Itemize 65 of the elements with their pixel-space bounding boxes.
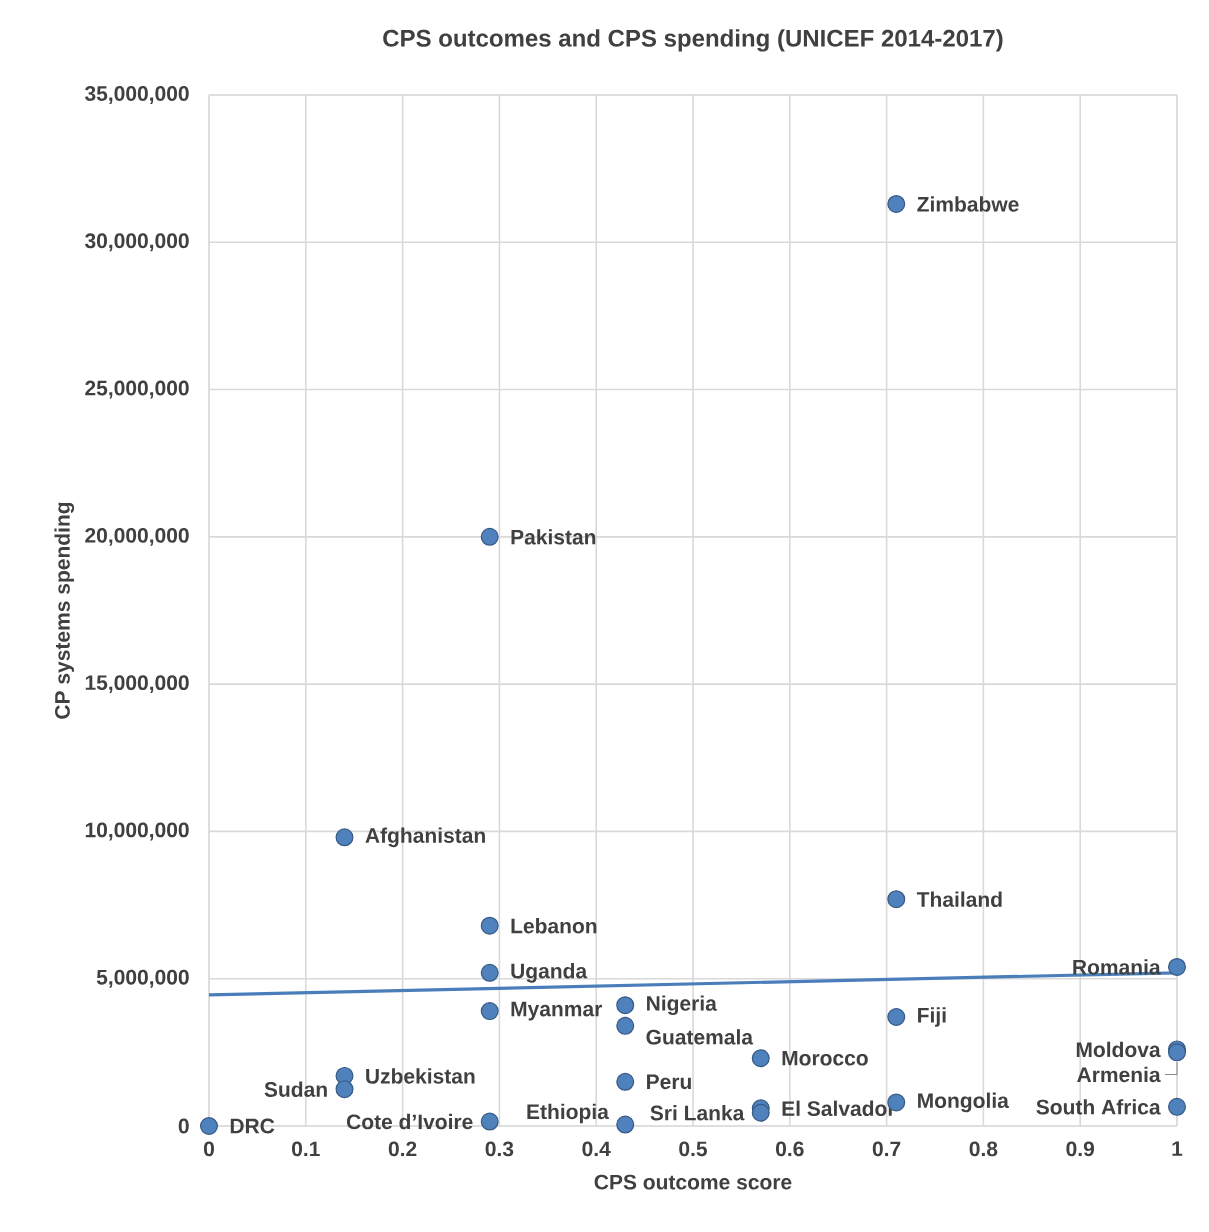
annotation: Myanmar [511, 1001, 602, 1021]
point [616, 1115, 635, 1134]
point [616, 1016, 635, 1035]
y-tick-label: 20,000,000 [85, 527, 189, 546]
annotation: Afghanistan [365, 827, 485, 848]
x-tick-label: 0.5 [679, 1141, 707, 1157]
x-tick-label: 0.4 [582, 1141, 611, 1157]
point [887, 1008, 906, 1026]
annotation: Mongolia [918, 1092, 1009, 1113]
annotation: Armenia [1077, 1066, 1161, 1083]
chart-title: CPS outcomes and CPS spending (UNICEF 2014-2017) [383, 29, 1003, 52]
point [480, 916, 499, 935]
annotation: Morocco [782, 1050, 868, 1066]
annotation: Uganda [511, 962, 588, 983]
annotation: Ethiopia [527, 1103, 609, 1124]
y-tick-label: 10,000,000 [85, 822, 189, 841]
x-tick-label: 0.2 [388, 1141, 417, 1157]
point [616, 1072, 635, 1091]
point [887, 890, 906, 909]
annotation: Romania [1073, 959, 1161, 975]
point [616, 996, 635, 1015]
annotation: Sri Lanka [650, 1105, 745, 1121]
y-tick-label: 15,000,000 [85, 675, 189, 694]
annotation: Lebanon [511, 917, 597, 934]
y-tick-label: 0 [178, 1118, 189, 1134]
x-axis-title: CPS outcome score [594, 1174, 792, 1190]
x-tick-label: 0.7 [872, 1141, 901, 1157]
point [480, 1112, 499, 1131]
point [887, 194, 906, 213]
annotation: El Salvador [782, 1100, 896, 1117]
point [480, 527, 499, 546]
y-axis-title: CP systems spending [54, 502, 75, 719]
x-tick-label: 0.9 [1066, 1141, 1094, 1157]
point [751, 1049, 770, 1068]
annotation: Nigeria [647, 995, 717, 1016]
annotation: Thailand [916, 891, 1002, 907]
y-tick-label: 25,000,000 [85, 380, 189, 399]
annotation: Guatemala [646, 1029, 754, 1045]
annotation: Sudan [264, 1081, 327, 1097]
y-tick-label: 30,000,000 [84, 233, 189, 252]
x-tick-label: 0.1 [292, 1141, 320, 1157]
point [335, 1080, 354, 1099]
point [335, 828, 354, 847]
point [200, 1116, 218, 1135]
annotation: Uzbekistan [366, 1068, 475, 1084]
annotation: South Africa [1036, 1099, 1161, 1115]
annotation: Peru [647, 1074, 691, 1090]
annotation: Fiji [918, 1007, 946, 1027]
point [1168, 957, 1186, 976]
annotation: Zimbabwe [917, 196, 1019, 212]
y-tick-label: 5,000,000 [96, 969, 189, 988]
point [1168, 1097, 1186, 1116]
annotation: Pakistan [511, 529, 596, 545]
x-tick-label: 0.3 [485, 1141, 514, 1157]
y-tick-label: 35,000,000 [84, 86, 189, 104]
annotation: Moldova [1076, 1041, 1161, 1058]
point [751, 1103, 770, 1122]
annotation: DRC [230, 1118, 275, 1134]
point [480, 1002, 499, 1021]
x-tick-label: 0 [203, 1141, 214, 1157]
x-tick-label: 0.6 [776, 1141, 804, 1157]
point [480, 963, 499, 982]
annotation: Cote d’Ivoire [346, 1113, 473, 1130]
x-tick-label: 1 [1172, 1141, 1183, 1156]
x-tick-label: 0.8 [969, 1141, 998, 1157]
